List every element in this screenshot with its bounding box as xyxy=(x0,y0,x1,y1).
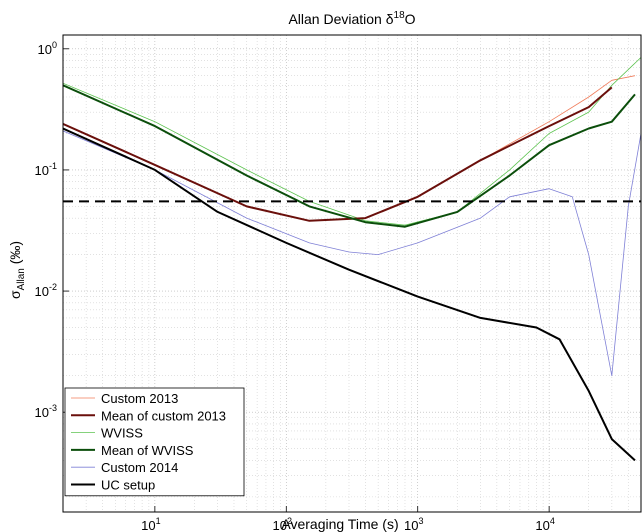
series-line-uc-setup xyxy=(63,127,636,462)
y-tick-label: 100 xyxy=(38,40,57,57)
legend-label: Custom 2014 xyxy=(101,460,178,475)
chart-title: Allan Deviation δ18O xyxy=(288,10,415,27)
x-tick-label: 103 xyxy=(404,516,423,532)
x-tick-label: 104 xyxy=(535,516,554,532)
y-tick-label: 10-3 xyxy=(35,403,57,420)
series-line-mean-of-wviss xyxy=(63,84,636,228)
legend-label: UC setup xyxy=(101,478,155,493)
legend-label: Mean of custom 2013 xyxy=(101,408,226,423)
plot-frame xyxy=(62,34,642,513)
legend: Custom 2013 Mean of custom 2013 WVISS Mean … xyxy=(64,387,245,497)
series-line-custom-2014 xyxy=(63,130,641,377)
series-group xyxy=(63,57,641,462)
x-tick-label: 102 xyxy=(273,516,292,532)
series-line-mean-of-custom-2013 xyxy=(63,86,613,222)
plot-area: 101 102 103 104 10-3 10-2 10-1 100 Custom 2013 Me… xyxy=(35,34,642,532)
legend-label: Mean of WVISS xyxy=(101,443,194,458)
x-tick-label: 101 xyxy=(141,516,160,532)
x-axis-label: Averaging Time (s) xyxy=(281,516,398,532)
legend-label: WVISS xyxy=(101,426,143,441)
legend-box xyxy=(64,387,245,497)
y-tick-label: 10-2 xyxy=(35,282,57,299)
y-tick-label: 10-1 xyxy=(35,161,57,178)
legend-label: Custom 2013 xyxy=(101,391,178,406)
y-axis-label: σAllan (‰) xyxy=(7,241,27,299)
